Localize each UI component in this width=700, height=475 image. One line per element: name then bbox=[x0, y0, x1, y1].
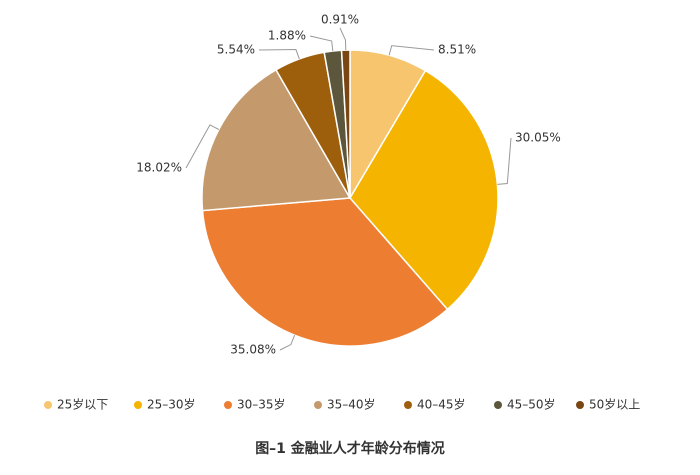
legend-label: 40–45岁 bbox=[417, 397, 466, 412]
legend-label: 25岁以下 bbox=[57, 397, 108, 412]
data-label: 5.54% bbox=[217, 43, 255, 57]
pie-slice bbox=[349, 69, 499, 311]
leader-line bbox=[185, 124, 220, 169]
pie-slice bbox=[201, 197, 449, 347]
data-label: 1.88% bbox=[268, 29, 306, 43]
chart-title: 图–1 金融业人才年龄分布情况 bbox=[255, 440, 445, 457]
legend-swatch bbox=[576, 401, 584, 409]
legend-label: 30–35岁 bbox=[237, 397, 286, 412]
legend-swatch bbox=[404, 401, 412, 409]
leader-line bbox=[497, 137, 512, 185]
pie-slice bbox=[340, 49, 351, 199]
leader-line bbox=[279, 335, 296, 351]
legend-swatch bbox=[314, 401, 322, 409]
data-label: 30.05% bbox=[515, 131, 561, 145]
leader-line bbox=[309, 35, 334, 52]
leader-line bbox=[339, 27, 347, 51]
legend-label: 50岁以上 bbox=[589, 397, 640, 412]
legend-swatch bbox=[134, 401, 142, 409]
legend-swatch bbox=[224, 401, 232, 409]
legend-label: 25–30岁 bbox=[147, 397, 196, 412]
leader-line bbox=[388, 45, 435, 56]
data-label: 8.51% bbox=[438, 43, 476, 57]
pie-slice bbox=[201, 68, 352, 212]
legend-swatch bbox=[494, 401, 502, 409]
legend-label: 45–50岁 bbox=[507, 397, 556, 412]
legend-label: 35–40岁 bbox=[327, 397, 376, 412]
leader-line bbox=[258, 49, 300, 60]
legend-swatch bbox=[44, 401, 52, 409]
data-label: 18.02% bbox=[136, 161, 182, 175]
data-label: 0.91% bbox=[321, 13, 359, 27]
data-label: 35.08% bbox=[230, 343, 276, 357]
